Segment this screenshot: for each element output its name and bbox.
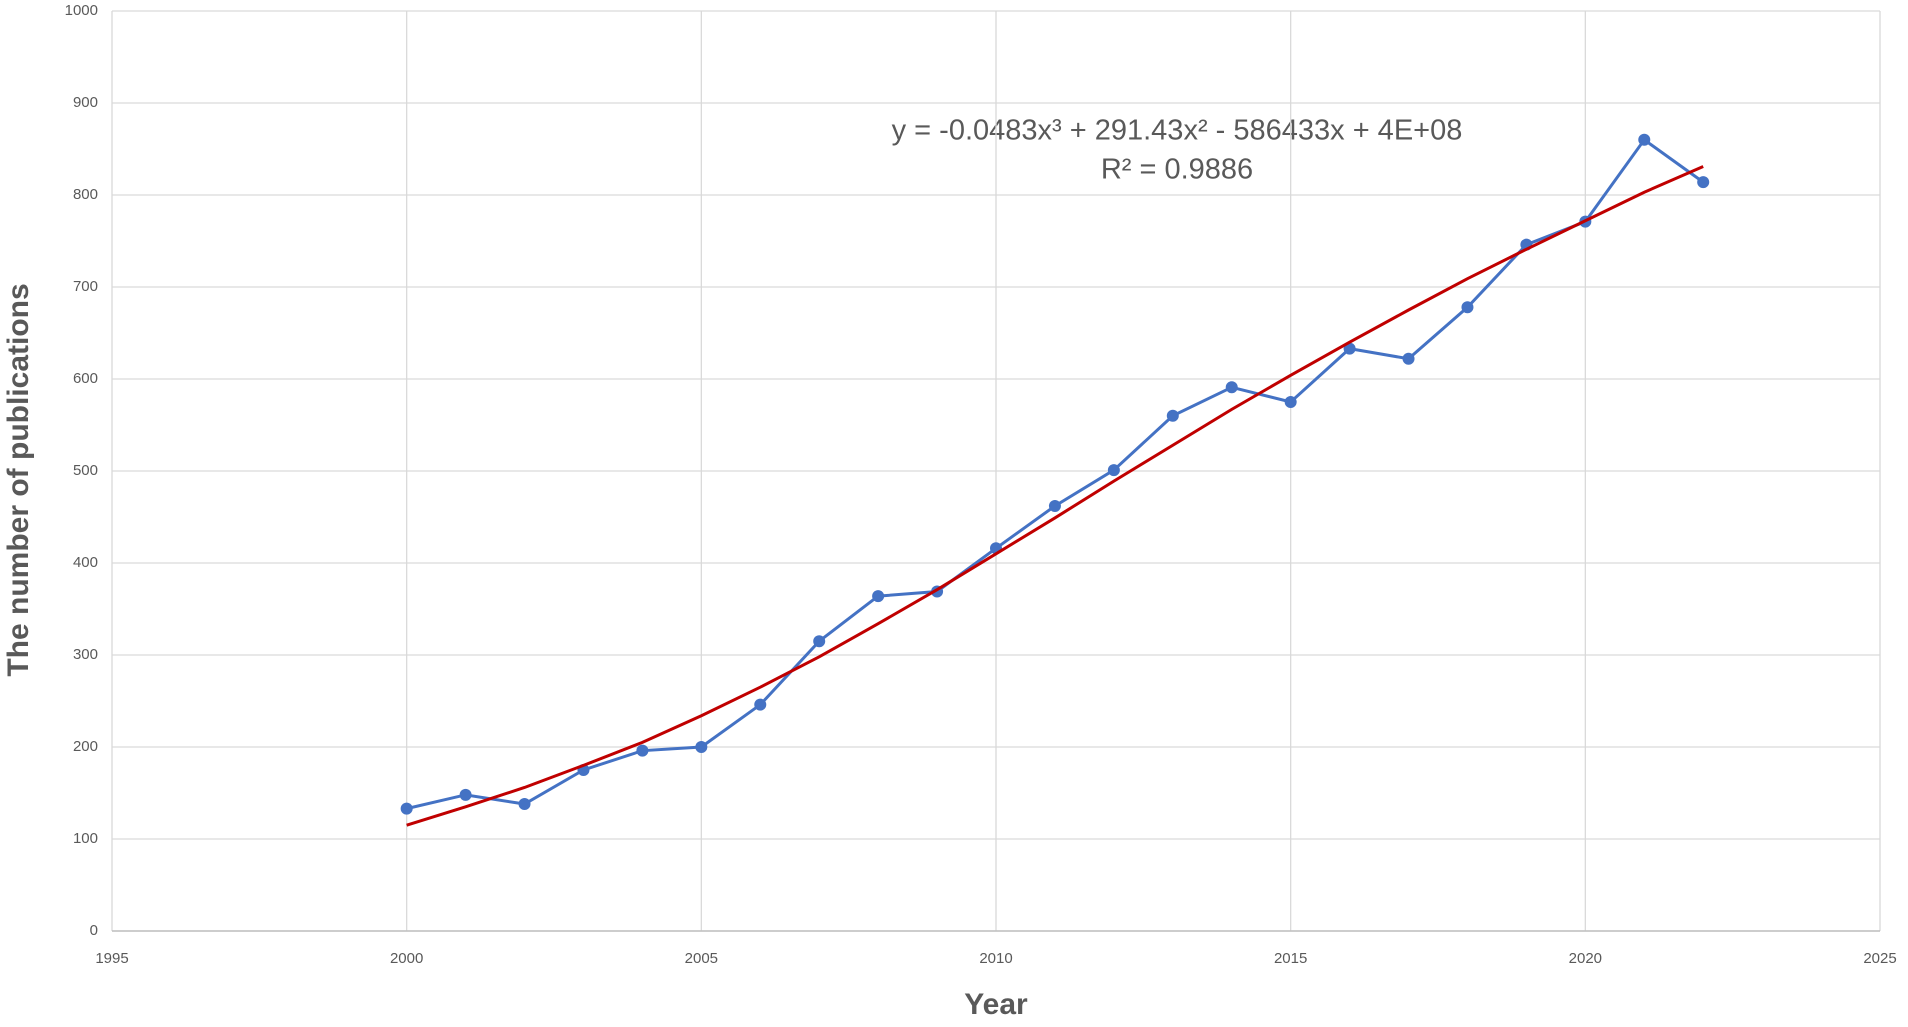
point bbox=[1402, 352, 1415, 365]
y-tick-label: 100 bbox=[73, 830, 98, 847]
y-tick-label: 0 bbox=[90, 922, 98, 939]
point bbox=[1284, 396, 1297, 408]
point bbox=[872, 590, 885, 603]
y-tick-label: 400 bbox=[73, 554, 98, 571]
point bbox=[1166, 409, 1179, 422]
point bbox=[1107, 464, 1120, 477]
x-tick-label: 2015 bbox=[1274, 950, 1307, 967]
y-tick-label: 700 bbox=[73, 278, 98, 295]
point bbox=[1048, 499, 1061, 512]
point bbox=[1461, 301, 1474, 314]
x-axis-title: Year bbox=[964, 988, 1028, 1021]
x-tick-label: 2010 bbox=[979, 950, 1012, 967]
x-tick-label: 2000 bbox=[390, 950, 423, 967]
y-tick-label: 900 bbox=[73, 94, 98, 111]
point bbox=[459, 788, 472, 801]
y-tick-label: 1000 bbox=[65, 2, 98, 19]
trend-equation: y = -0.0483x³ + 291.43x² - 586433x + 4E+… bbox=[892, 115, 1463, 147]
point bbox=[1225, 381, 1238, 394]
y-axis-title: The number of publications bbox=[2, 283, 35, 676]
point bbox=[518, 798, 531, 811]
y-tick-label: 800 bbox=[73, 186, 98, 203]
x-tick-label: 2025 bbox=[1863, 950, 1896, 967]
series-line bbox=[406, 165, 1704, 827]
x-tick-label: 1995 bbox=[95, 950, 128, 967]
point bbox=[636, 744, 649, 757]
point bbox=[400, 802, 413, 815]
y-tick-label: 200 bbox=[73, 738, 98, 755]
x-tick-label: 2005 bbox=[685, 950, 718, 967]
point bbox=[1697, 176, 1710, 189]
x-tick-label: 2020 bbox=[1569, 950, 1602, 967]
point bbox=[1638, 133, 1651, 146]
point bbox=[754, 698, 767, 711]
point bbox=[695, 741, 708, 753]
y-tick-label: 500 bbox=[73, 462, 98, 479]
series-line bbox=[406, 137, 1705, 811]
y-tick-label: 300 bbox=[73, 646, 98, 663]
y-tick-label: 600 bbox=[73, 370, 98, 387]
point bbox=[813, 635, 826, 648]
r-squared: R² = 0.9886 bbox=[1101, 154, 1253, 186]
point bbox=[1343, 342, 1356, 355]
